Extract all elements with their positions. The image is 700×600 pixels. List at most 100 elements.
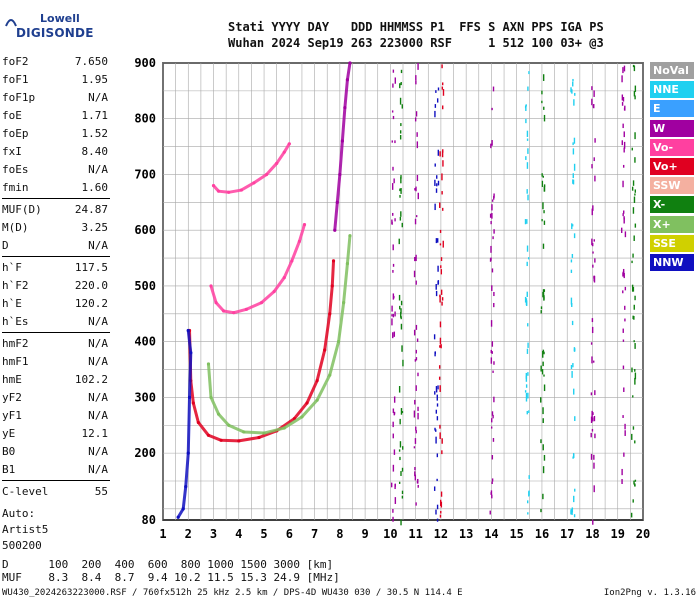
interference-streak-mark [572, 148, 575, 155]
interference-streak-mark [491, 478, 494, 482]
trace-point [323, 348, 327, 352]
interference-streak-mark [399, 456, 401, 461]
trace-point [305, 401, 309, 405]
interference-streak-mark [400, 82, 402, 86]
param-name: h`Es [2, 315, 29, 328]
param-name: B0 [2, 445, 16, 458]
interference-streak-mark [415, 215, 418, 218]
interference-streak-mark [622, 123, 624, 129]
interference-streak-mark [574, 488, 576, 492]
trace-point [262, 431, 266, 435]
interference-streak-mark [634, 193, 636, 196]
trace-point [222, 309, 226, 313]
y-tick-label: 900 [134, 56, 156, 70]
interference-streak-mark [435, 409, 438, 414]
param-name: hmF1 [2, 355, 29, 368]
trace-point [189, 351, 193, 355]
param-name: yE [2, 427, 16, 440]
interference-streak-mark [624, 231, 627, 238]
interference-streak-mark [441, 82, 444, 86]
interference-streak-mark [490, 426, 493, 429]
param-value: N/A [88, 163, 108, 176]
interference-streak-mark [439, 345, 441, 348]
interference-streak-mark [528, 475, 530, 479]
interference-streak-mark [492, 438, 495, 442]
interference-streak-mark [399, 216, 402, 221]
interference-streak-mark [542, 466, 545, 474]
interference-streak-mark [435, 509, 437, 515]
interference-streak-mark [414, 471, 416, 477]
interference-streak-mark [415, 111, 418, 117]
interference-streak-mark [490, 257, 492, 261]
interference-streak-mark [493, 229, 495, 234]
trace-point [184, 484, 188, 489]
interference-streak-mark [631, 433, 633, 440]
trace-point [282, 426, 286, 430]
interference-streak-mark [437, 280, 440, 285]
interference-streak-mark [392, 166, 394, 171]
interference-streak-mark [439, 229, 442, 233]
interference-streak-mark [541, 180, 544, 187]
x-tick-label: 7 [311, 527, 318, 541]
interference-streak-mark [543, 454, 546, 461]
interference-streak-mark [541, 90, 543, 95]
interference-streak-mark [592, 264, 594, 268]
trace-point [342, 301, 346, 305]
interference-streak-mark [414, 399, 416, 405]
y-tick-label: 400 [134, 335, 156, 349]
interference-streak-mark [390, 482, 393, 488]
interference-streak-mark [493, 291, 495, 297]
interference-streak-mark [491, 455, 494, 460]
interference-streak-mark [633, 196, 636, 203]
interference-streak-mark [414, 218, 417, 225]
interference-streak-mark [590, 432, 592, 438]
interference-streak-mark [573, 388, 575, 395]
interference-streak-mark [491, 418, 493, 423]
interference-streak-mark [633, 315, 635, 320]
interference-streak-mark [573, 514, 576, 518]
interference-streak-mark [434, 163, 436, 167]
interference-streak-mark [437, 385, 439, 390]
interference-streak-mark [594, 433, 596, 439]
version-label: Ion2Png v. 1.3.16 [603, 588, 696, 598]
interference-streak-mark [492, 86, 495, 92]
interference-streak-mark [633, 480, 635, 485]
interference-streak-mark [434, 391, 436, 395]
param-row: foE 1.71 [2, 109, 108, 125]
interference-streak-mark [632, 64, 635, 68]
interference-streak-mark [398, 481, 401, 484]
interference-streak-mark [440, 257, 443, 261]
interference-streak-mark [540, 310, 542, 314]
interference-streak-mark [393, 411, 396, 415]
param-name: C-level [2, 485, 49, 498]
param-row: B0 N/A [2, 445, 108, 461]
interference-streak-mark [492, 414, 494, 419]
interference-streak-mark [572, 179, 575, 185]
interference-streak-mark [439, 385, 441, 392]
header-line1: Stati YYYY DAY DDD HHMMSS P1 FFS S AXN P… [228, 20, 604, 34]
interference-streak-mark [435, 429, 437, 432]
param-value: 1.95 [81, 73, 109, 86]
param-row: foF1p N/A [2, 91, 108, 107]
interference-streak-mark [621, 140, 623, 146]
interference-streak-mark [436, 478, 438, 482]
trace-line [188, 259, 336, 443]
legend-entry-nnw: NNW [650, 254, 694, 271]
interference-streak-mark [634, 223, 637, 228]
param-divider [2, 332, 110, 333]
trace-point [239, 188, 243, 192]
interference-streak-mark [434, 179, 436, 186]
interference-streak-mark [435, 283, 437, 290]
interference-streak-mark [440, 491, 443, 497]
interference-streak-mark [493, 302, 495, 308]
param-value: N/A [88, 445, 108, 458]
interference-streak-mark [491, 107, 493, 111]
interference-streak-mark [631, 147, 633, 151]
interference-streak-mark [437, 180, 440, 186]
interference-streak-mark [442, 160, 444, 167]
interference-streak-mark [400, 312, 402, 318]
interference-streak-mark [526, 189, 528, 194]
interference-streak-mark [543, 351, 545, 355]
interference-streak-mark [593, 360, 595, 363]
trace-point [186, 451, 190, 455]
